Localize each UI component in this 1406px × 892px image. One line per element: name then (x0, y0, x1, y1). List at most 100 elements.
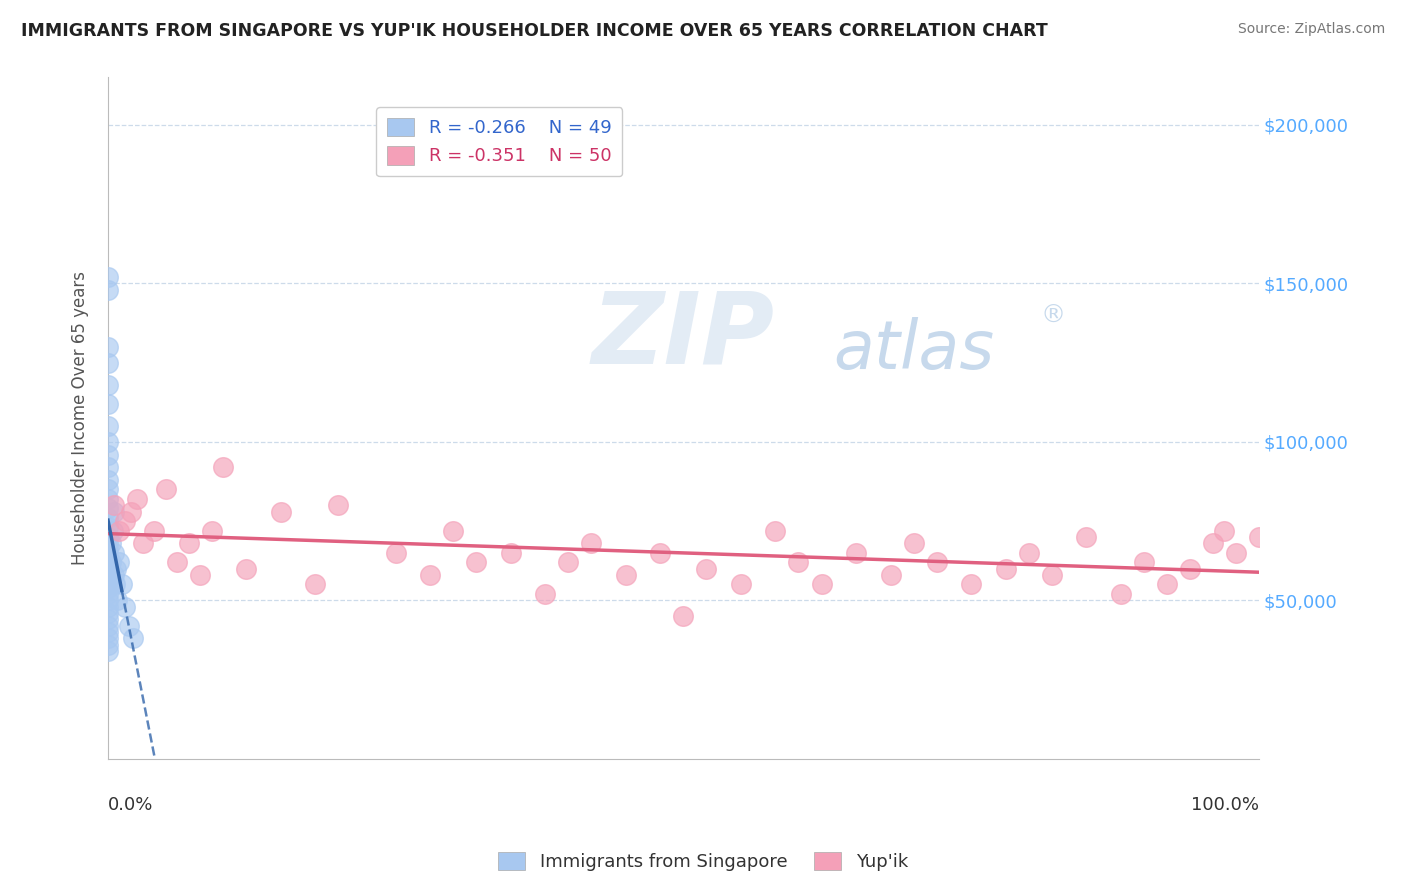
Point (97, 644, 120, 658)
Point (328, 498, 350, 512)
Point (672, 609, 695, 624)
Point (97, 419, 120, 434)
Point (97, 542, 120, 557)
Point (1213, 524, 1236, 538)
Point (97, 574, 120, 589)
Point (765, 524, 787, 538)
Point (97, 536, 120, 550)
Point (97, 587, 120, 601)
Point (925, 555, 948, 569)
Point (97, 581, 120, 595)
Point (155, 483, 177, 497)
Point (122, 632, 145, 646)
Point (97, 555, 120, 569)
Point (166, 555, 188, 569)
Point (97, 283, 120, 297)
Point (103, 505, 125, 519)
Point (97, 599, 120, 614)
Point (581, 536, 603, 550)
Point (1202, 536, 1225, 550)
Point (1132, 555, 1154, 569)
Point (903, 536, 925, 550)
Point (125, 491, 148, 506)
Point (177, 536, 200, 550)
Point (97, 434, 120, 449)
Point (100, 555, 122, 569)
Point (108, 555, 131, 569)
Point (212, 460, 235, 475)
Point (131, 536, 153, 550)
Point (1018, 546, 1040, 560)
Text: 0.0%: 0.0% (108, 797, 153, 814)
Point (650, 546, 672, 560)
Point (235, 561, 257, 575)
Point (1109, 587, 1132, 601)
Point (103, 546, 125, 560)
Point (120, 505, 142, 519)
Point (97, 593, 120, 607)
Point (304, 577, 326, 591)
Text: IMMIGRANTS FROM SINGAPORE VS YUP'IK HOUSEHOLDER INCOME OVER 65 YEARS CORRELATION: IMMIGRANTS FROM SINGAPORE VS YUP'IK HOUS… (21, 22, 1047, 40)
Point (879, 568, 901, 582)
Point (97, 530, 120, 544)
Y-axis label: Householder Income Over 65 years: Householder Income Over 65 years (72, 271, 89, 566)
Point (97, 483, 120, 497)
Point (1247, 530, 1270, 544)
Point (97, 612, 120, 626)
Point (441, 524, 464, 538)
Point (97, 377, 120, 392)
Point (101, 524, 124, 538)
Point (384, 546, 406, 560)
Point (105, 561, 128, 575)
Legend: R = -0.266    N = 49, R = -0.351    N = 50: R = -0.266 N = 49, R = -0.351 N = 50 (377, 107, 623, 177)
Text: ZIP: ZIP (592, 288, 775, 384)
Text: 100.0%: 100.0% (1191, 797, 1258, 814)
Point (111, 577, 134, 591)
Legend: Immigrants from Singapore, Yup'ik: Immigrants from Singapore, Yup'ik (491, 845, 915, 879)
Point (270, 505, 292, 519)
Point (1178, 561, 1201, 575)
Point (97, 460, 120, 475)
Point (103, 498, 125, 512)
Point (1040, 568, 1063, 582)
Point (114, 599, 136, 614)
Point (97, 473, 120, 487)
Point (97, 520, 120, 534)
Point (97, 356, 120, 370)
Point (108, 524, 131, 538)
Point (499, 546, 522, 560)
Point (97, 270, 120, 285)
Point (103, 568, 125, 582)
Point (97, 491, 120, 506)
Point (97, 618, 120, 632)
Point (845, 546, 868, 560)
Point (114, 514, 136, 528)
Point (104, 577, 127, 591)
Point (1225, 546, 1247, 560)
Point (97, 397, 120, 411)
Point (143, 524, 166, 538)
Point (557, 555, 579, 569)
Point (97, 632, 120, 646)
Point (1076, 530, 1098, 544)
Point (810, 577, 832, 591)
Point (419, 568, 441, 582)
Point (994, 561, 1017, 575)
Point (97, 638, 120, 652)
Text: ®: ® (1040, 304, 1066, 328)
Point (960, 577, 983, 591)
Point (97, 549, 120, 563)
Text: atlas: atlas (832, 317, 994, 383)
Point (97, 561, 120, 575)
Point (97, 625, 120, 640)
Point (97, 501, 120, 516)
Text: Source: ZipAtlas.com: Source: ZipAtlas.com (1237, 22, 1385, 37)
Point (200, 524, 222, 538)
Point (97, 448, 120, 462)
Point (534, 587, 557, 601)
Point (118, 618, 141, 632)
Point (695, 561, 717, 575)
Point (100, 536, 122, 550)
Point (1156, 577, 1178, 591)
Point (105, 593, 128, 607)
